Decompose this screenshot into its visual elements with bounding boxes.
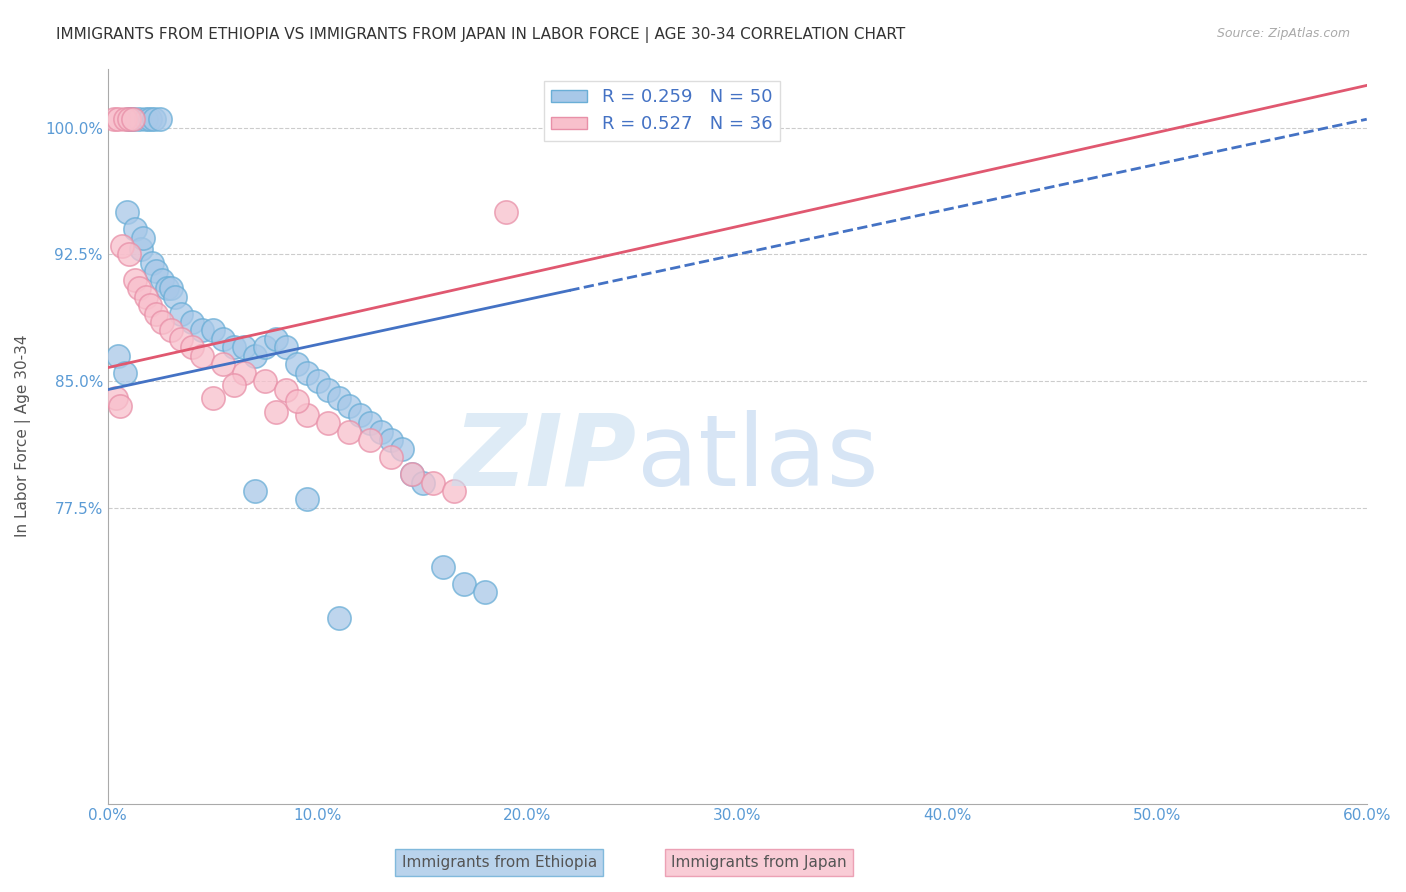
Point bbox=[141, 256, 163, 270]
Point bbox=[359, 417, 381, 431]
Point bbox=[295, 492, 318, 507]
Point bbox=[264, 332, 287, 346]
Point bbox=[107, 112, 129, 127]
Point bbox=[132, 230, 155, 244]
Point bbox=[401, 467, 423, 481]
Point bbox=[131, 243, 153, 257]
Point bbox=[159, 323, 181, 337]
Point bbox=[114, 112, 136, 127]
Point bbox=[191, 323, 214, 337]
Point bbox=[159, 281, 181, 295]
Point bbox=[380, 450, 402, 465]
Point bbox=[107, 349, 129, 363]
Point bbox=[118, 247, 141, 261]
Point bbox=[114, 366, 136, 380]
Point bbox=[180, 315, 202, 329]
Point bbox=[118, 112, 141, 127]
Point bbox=[295, 408, 318, 422]
Point bbox=[254, 374, 277, 388]
Point bbox=[233, 340, 256, 354]
Point bbox=[495, 205, 517, 219]
Point bbox=[316, 383, 339, 397]
Point bbox=[391, 442, 413, 456]
Point bbox=[243, 483, 266, 498]
Point bbox=[138, 112, 160, 127]
Point bbox=[380, 434, 402, 448]
Legend: R = 0.259   N = 50, R = 0.527   N = 36: R = 0.259 N = 50, R = 0.527 N = 36 bbox=[544, 81, 779, 141]
Text: IMMIGRANTS FROM ETHIOPIA VS IMMIGRANTS FROM JAPAN IN LABOR FORCE | AGE 30-34 COR: IMMIGRANTS FROM ETHIOPIA VS IMMIGRANTS F… bbox=[56, 27, 905, 43]
Point bbox=[201, 391, 224, 405]
Point bbox=[212, 357, 235, 371]
Text: Source: ZipAtlas.com: Source: ZipAtlas.com bbox=[1216, 27, 1350, 40]
Point bbox=[142, 112, 165, 127]
Point bbox=[155, 281, 177, 295]
Point bbox=[337, 400, 360, 414]
Point bbox=[474, 585, 496, 599]
Text: Immigrants from Japan: Immigrants from Japan bbox=[672, 855, 846, 870]
Point bbox=[328, 391, 350, 405]
Point bbox=[138, 298, 160, 312]
Point bbox=[124, 222, 146, 236]
Point bbox=[254, 340, 277, 354]
Point bbox=[103, 112, 125, 127]
Point bbox=[120, 112, 142, 127]
Point bbox=[128, 281, 150, 295]
Point bbox=[337, 425, 360, 439]
Point bbox=[163, 290, 186, 304]
Point bbox=[316, 417, 339, 431]
Point bbox=[201, 323, 224, 337]
Point bbox=[122, 112, 145, 127]
Point bbox=[134, 112, 156, 127]
Point bbox=[115, 205, 138, 219]
Point bbox=[122, 112, 145, 127]
Point bbox=[105, 391, 128, 405]
Point bbox=[274, 383, 297, 397]
Point bbox=[111, 239, 134, 253]
Point bbox=[411, 475, 433, 490]
Point bbox=[110, 400, 132, 414]
Point bbox=[150, 273, 173, 287]
Point bbox=[118, 112, 141, 127]
Point bbox=[191, 349, 214, 363]
Point bbox=[145, 264, 167, 278]
Point bbox=[145, 307, 167, 321]
Point bbox=[328, 611, 350, 625]
Point bbox=[295, 366, 318, 380]
Point bbox=[149, 112, 172, 127]
Point bbox=[285, 357, 308, 371]
Y-axis label: In Labor Force | Age 30-34: In Labor Force | Age 30-34 bbox=[15, 334, 31, 537]
Point bbox=[285, 394, 308, 409]
Point bbox=[432, 560, 454, 574]
Point bbox=[134, 290, 156, 304]
Point bbox=[233, 366, 256, 380]
Point bbox=[180, 340, 202, 354]
Text: ZIP: ZIP bbox=[454, 409, 637, 507]
Point bbox=[349, 408, 371, 422]
Point bbox=[222, 340, 245, 354]
Point bbox=[401, 467, 423, 481]
Point bbox=[307, 374, 329, 388]
Point bbox=[170, 332, 193, 346]
Point bbox=[422, 475, 444, 490]
Text: Immigrants from Ethiopia: Immigrants from Ethiopia bbox=[402, 855, 596, 870]
Point bbox=[150, 315, 173, 329]
Point bbox=[170, 307, 193, 321]
Point bbox=[359, 434, 381, 448]
Point bbox=[243, 349, 266, 363]
Text: atlas: atlas bbox=[637, 409, 879, 507]
Point bbox=[453, 577, 475, 591]
Point bbox=[222, 377, 245, 392]
Point bbox=[212, 332, 235, 346]
Point bbox=[128, 112, 150, 127]
Point bbox=[274, 340, 297, 354]
Point bbox=[264, 404, 287, 418]
Point bbox=[124, 273, 146, 287]
Point bbox=[370, 425, 392, 439]
Point bbox=[443, 483, 465, 498]
